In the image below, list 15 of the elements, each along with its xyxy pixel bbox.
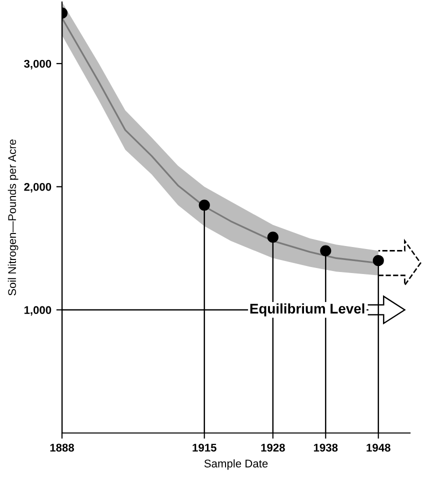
x-axis-title: Sample Date [204, 459, 268, 470]
point [267, 232, 278, 243]
point [320, 245, 332, 256]
x-tick-label: 1915 [192, 444, 216, 452]
y-tick-label: 1,000 [24, 306, 52, 316]
x-tick-label: 1928 [261, 444, 285, 452]
x-tick-label: 1948 [366, 444, 390, 452]
point [372, 255, 384, 266]
y-tick-label: 2,000 [24, 182, 52, 192]
y-tick-label: 3,000 [24, 60, 52, 70]
point [198, 200, 210, 211]
y-axis-title: Soil Nitrogen—Pounds per Acre [8, 140, 18, 296]
x-tick-label: 1938 [314, 444, 338, 452]
ref-line-label: Equilibrium Level [250, 303, 364, 316]
x-tick-label: 1888 [50, 444, 74, 452]
